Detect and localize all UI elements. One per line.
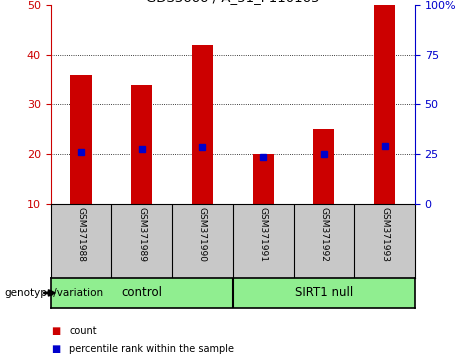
Text: GSM371988: GSM371988 — [77, 207, 86, 262]
Text: ■: ■ — [51, 344, 60, 354]
Text: count: count — [69, 326, 97, 336]
Bar — [71, 75, 92, 204]
Bar — [374, 5, 395, 204]
Text: GSM371993: GSM371993 — [380, 207, 389, 262]
Text: genotype/variation: genotype/variation — [5, 288, 104, 298]
Bar — [313, 129, 335, 204]
Text: GSM371990: GSM371990 — [198, 207, 207, 262]
Text: control: control — [121, 286, 162, 299]
Title: GDS3666 / A_51_P110165: GDS3666 / A_51_P110165 — [146, 0, 319, 4]
Bar — [253, 154, 274, 204]
Text: ■: ■ — [51, 326, 60, 336]
Text: SIRT1 null: SIRT1 null — [295, 286, 353, 299]
Text: GSM371989: GSM371989 — [137, 207, 146, 262]
Text: GSM371992: GSM371992 — [319, 207, 328, 262]
Text: GSM371991: GSM371991 — [259, 207, 268, 262]
Text: percentile rank within the sample: percentile rank within the sample — [69, 344, 234, 354]
Bar — [192, 45, 213, 204]
Bar — [131, 85, 153, 204]
